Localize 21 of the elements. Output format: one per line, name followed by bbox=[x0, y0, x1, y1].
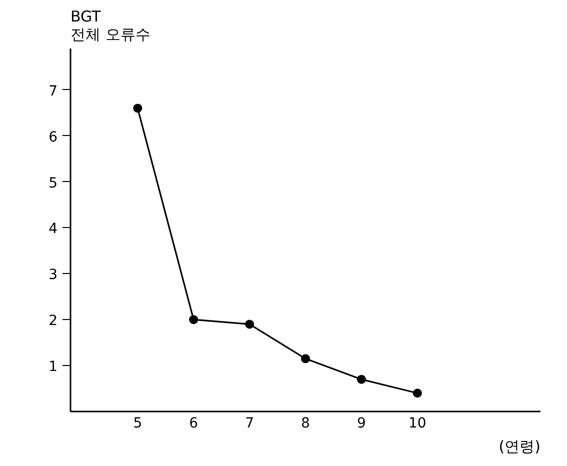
y-tick-label: 4 bbox=[48, 221, 58, 238]
y-tick-label: 7 bbox=[48, 83, 58, 100]
x-tick-label: 8 bbox=[301, 416, 310, 432]
x-tick-label: 10 bbox=[408, 416, 426, 432]
point bbox=[301, 354, 310, 364]
point bbox=[245, 320, 254, 329]
x-axis-title: (연령) bbox=[498, 438, 541, 456]
y-tick-label: 1 bbox=[48, 359, 58, 376]
point bbox=[356, 374, 366, 384]
y-tick-label: 5 bbox=[48, 175, 58, 192]
point bbox=[133, 104, 142, 113]
point bbox=[412, 388, 422, 398]
x-tick-label: 5 bbox=[133, 416, 142, 432]
y-axis-title: BGT 전체 오류수 bbox=[70, 8, 150, 44]
x-tick-label: 7 bbox=[245, 416, 254, 432]
y-tick-label: 3 bbox=[48, 267, 58, 284]
point bbox=[189, 315, 198, 324]
x-tick-label: 9 bbox=[357, 416, 366, 432]
x-tick-label: 6 bbox=[189, 416, 198, 432]
y-tick-label: 2 bbox=[48, 313, 58, 330]
y-tick-label: 6 bbox=[48, 129, 58, 146]
